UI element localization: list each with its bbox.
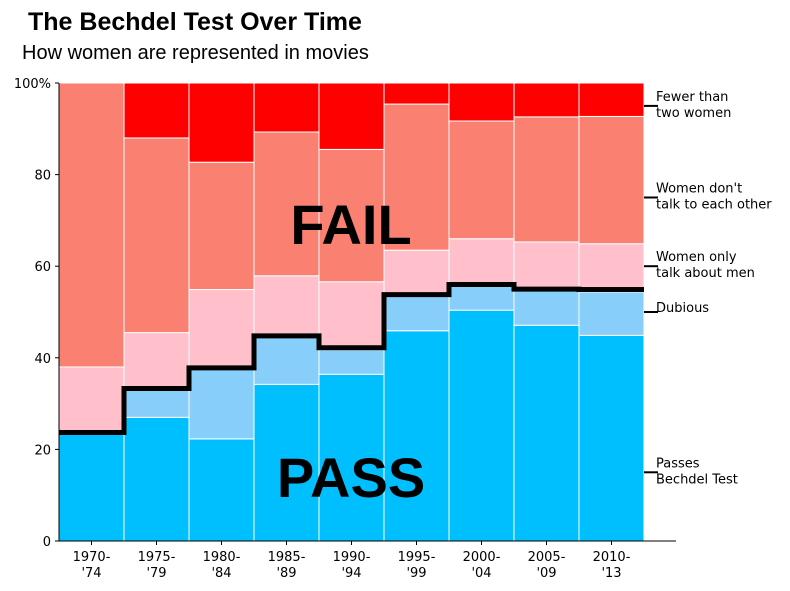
legend-label-fewer-than-two-women: Fewer than two women xyxy=(656,90,731,121)
bar-segment-women-don-t-talk-to-each-other xyxy=(188,161,255,291)
bar-segment-women-only-talk-about-men xyxy=(123,332,190,389)
bar-segment-passes-bechdel-test xyxy=(58,432,125,542)
bar-segment-women-only-talk-about-men xyxy=(188,289,255,369)
y-tick-label: 60 xyxy=(34,260,51,275)
bar-segment-women-don-t-talk-to-each-other xyxy=(448,120,515,240)
bar-segment-women-only-talk-about-men xyxy=(513,241,580,291)
x-tick-label: 1980-'84 xyxy=(203,550,241,581)
bar-segment-women-only-talk-about-men xyxy=(318,281,385,351)
bar-segment-women-only-talk-about-men xyxy=(253,275,320,337)
bar-segment-dubious xyxy=(383,294,450,332)
bar-segment-fewer-than-two-women xyxy=(253,82,320,133)
bar-segment-dubious xyxy=(253,335,320,385)
bar-segment-women-only-talk-about-men xyxy=(58,366,125,434)
bar-segment-fewer-than-two-women xyxy=(318,82,385,150)
x-tick-label: 2000-'04 xyxy=(463,550,501,581)
x-tick-label: 1970-'74 xyxy=(73,550,111,581)
x-tick-label: 1995-'99 xyxy=(398,550,436,581)
x-tick-label: 1975-'79 xyxy=(138,550,176,581)
bar-segment-women-only-talk-about-men xyxy=(578,243,645,293)
bar-segment-fewer-than-two-women xyxy=(513,82,580,118)
bar-segment-passes-bechdel-test xyxy=(318,373,385,542)
bar-segment-women-only-talk-about-men xyxy=(383,249,450,296)
y-tick-label: 0 xyxy=(43,535,51,550)
bar-segment-passes-bechdel-test xyxy=(123,416,190,542)
legend-label-dubious: Dubious xyxy=(656,301,709,316)
bar-segment-dubious xyxy=(318,349,385,375)
pass-annotation: PASS xyxy=(277,446,425,509)
y-tick-label: 40 xyxy=(34,352,51,367)
bar-segment-fewer-than-two-women xyxy=(383,82,450,105)
chart-subtitle: How women are represented in movies xyxy=(22,42,369,64)
bar-segment-women-don-t-talk-to-each-other xyxy=(513,116,580,243)
y-tick-label: 100% xyxy=(14,77,51,92)
bar-segment-women-don-t-talk-to-each-other xyxy=(58,82,125,368)
x-tick-label: 1990-'94 xyxy=(333,550,371,581)
stacked-bars xyxy=(58,82,645,542)
chart-title: The Bechdel Test Over Time xyxy=(28,8,362,36)
bar-segment-fewer-than-two-women xyxy=(188,82,255,163)
pass-fail-line-group xyxy=(59,282,644,435)
pass-fail-line xyxy=(59,282,644,435)
bar-segment-fewer-than-two-women xyxy=(123,82,190,139)
y-tick-label: 20 xyxy=(34,443,51,458)
bar-segment-women-only-talk-about-men xyxy=(448,238,515,287)
x-tick-label: 2010-'13 xyxy=(593,550,631,581)
bar-segment-dubious xyxy=(123,387,190,418)
bar-segment-passes-bechdel-test xyxy=(188,438,255,542)
legend-labels: Passes Bechdel Test Dubious Women only talk … xyxy=(644,90,772,487)
bar-segment-women-don-t-talk-to-each-other xyxy=(383,103,450,251)
bar-segment-dubious xyxy=(448,285,515,311)
legend-label-women-don-t-talk-to-each-other: Women don't talk to each other xyxy=(656,182,772,213)
bar-segment-passes-bechdel-test xyxy=(578,334,645,542)
fail-annotation: FAIL xyxy=(290,193,411,256)
bar-segment-women-don-t-talk-to-each-other xyxy=(253,131,320,277)
legend-label-women-only-talk-about-men: Women only talk about men xyxy=(656,250,755,281)
bar-segment-women-don-t-talk-to-each-other xyxy=(578,115,645,245)
x-tick-label: 2005-'09 xyxy=(528,550,566,581)
axes: 0 20 40 60 80 100% 1970-'74 1975-'79 1980-'84 198… xyxy=(14,77,676,581)
bar-segment-fewer-than-two-women xyxy=(578,82,645,117)
bar-segment-passes-bechdel-test xyxy=(448,309,515,542)
legend-label-passes-bechdel-test: Passes Bechdel Test xyxy=(656,456,738,487)
x-tick-label: 1985-'89 xyxy=(268,550,306,581)
bar-segment-passes-bechdel-test xyxy=(383,330,450,542)
y-tick-label: 80 xyxy=(34,169,51,184)
bar-segment-dubious xyxy=(513,289,580,326)
bar-segment-fewer-than-two-women xyxy=(448,82,515,122)
bar-segment-dubious xyxy=(578,291,645,336)
bar-segment-women-don-t-talk-to-each-other xyxy=(123,137,190,334)
bar-segment-passes-bechdel-test xyxy=(513,324,580,542)
bar-segment-dubious xyxy=(188,367,255,440)
